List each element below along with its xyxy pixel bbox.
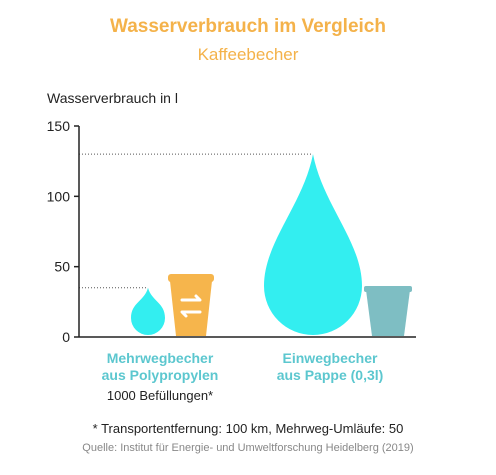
category-label-line: Mehrwegbecher	[106, 350, 214, 366]
y-tick-label: 0	[62, 329, 70, 345]
water-drop-icon	[264, 154, 362, 335]
y-axis-label: Wasserverbrauch in l	[47, 90, 178, 106]
chart-subtitle: Kaffeebecher	[197, 45, 299, 64]
y-ticks: 0 50 100 150	[47, 118, 79, 345]
category-note: 1000 Befüllungen*	[106, 388, 214, 403]
chart-title: Wasserverbrauch im Vergleich	[110, 16, 386, 37]
y-tick-label: 50	[54, 259, 70, 275]
water-drop-icon	[131, 287, 165, 335]
swap-arrows-icon	[180, 294, 202, 318]
disposable-cup-icon	[364, 286, 412, 336]
reusable-cup-icon	[168, 274, 214, 336]
category-label-einweg: Einwegbecher aus Pappe (0,3l)	[265, 350, 395, 384]
footnote: * Transportentfernung: 100 km, Mehrweg-U…	[92, 421, 404, 436]
category-label-line: aus Polypropylen	[101, 367, 219, 383]
category-label-line: Einwegbecher	[282, 350, 378, 366]
source-text: Quelle: Institut für Energie- und Umwelt…	[82, 442, 414, 454]
category-label-line: aus Pappe (0,3l)	[276, 367, 384, 383]
y-tick-label: 150	[47, 118, 71, 134]
category-label-mehrweg: Mehrwegbecher aus Polypropylen	[95, 350, 225, 384]
y-tick-label: 100	[47, 188, 71, 204]
